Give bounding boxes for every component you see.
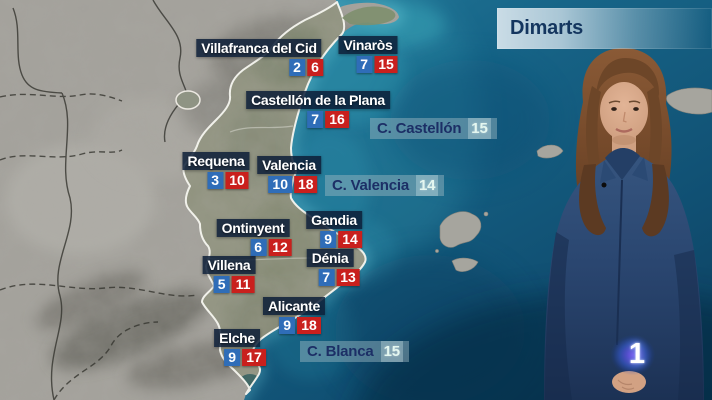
- city-label-denia: Dénia 7 13: [306, 249, 360, 286]
- city-label-alicante: Alicante 9 18: [262, 297, 326, 334]
- max-temp: 12: [268, 239, 292, 256]
- city-name: Dénia: [306, 249, 354, 267]
- city-temps: 9 17: [222, 349, 268, 366]
- day-label: Dimarts: [510, 17, 584, 39]
- city-label-valencia: Valencia 10 18: [257, 156, 321, 193]
- min-temp: 9: [320, 231, 337, 248]
- city-name: Villafranca del Cid: [196, 39, 322, 57]
- city-label-ontinyent: Ontinyent 6 12: [216, 219, 292, 256]
- min-temp: 7: [318, 269, 335, 286]
- city-name: Requena: [182, 152, 250, 170]
- max-temp: 16: [325, 111, 349, 128]
- city-label-vinaros: Vinaròs 7 15: [338, 36, 398, 73]
- presenter-mouth: [615, 127, 633, 133]
- province-borders: [0, 0, 199, 400]
- city-temps: 7 15: [348, 56, 407, 73]
- city-name: Gandia: [306, 211, 362, 229]
- enclave-outline: [175, 90, 201, 110]
- lapel-mic: [601, 182, 607, 188]
- city-temps: 2 6: [243, 59, 368, 76]
- min-temp: 2: [288, 59, 305, 76]
- sea-name: C. Valencia: [332, 177, 410, 194]
- city-temps: 6 12: [235, 239, 308, 256]
- city-temps: 5 11: [208, 276, 261, 293]
- presenter-face: [600, 82, 648, 140]
- city-label-elche: Elche 9 17: [214, 329, 266, 366]
- sea-value: 15: [468, 118, 491, 139]
- presenter-eye: [633, 107, 639, 111]
- sea-name: C. Castellón: [377, 120, 462, 137]
- min-temp: 9: [279, 317, 296, 334]
- min-temp: 7: [307, 111, 324, 128]
- ebro-delta: [342, 6, 396, 26]
- max-temp: 6: [306, 59, 323, 76]
- channel-logo-digit: 1: [628, 337, 646, 370]
- min-temp: 5: [213, 276, 230, 293]
- min-temp: 9: [224, 349, 241, 366]
- balearic-islands: [435, 87, 712, 272]
- city-label-requena: Requena 3 10: [182, 152, 250, 189]
- city-label-gandia: Gandia 9 14: [306, 211, 362, 248]
- max-temp: 18: [294, 176, 318, 193]
- sea-temp-castellon: C. Castellón 15: [370, 118, 497, 139]
- city-temps: 3 10: [194, 172, 261, 189]
- sea-temp-valencia: C. Valencia 14: [325, 175, 445, 196]
- island-ibiza: [439, 211, 482, 248]
- day-header-bar: Dimarts: [497, 8, 712, 49]
- presenter-eye: [611, 107, 617, 111]
- max-temp: 14: [338, 231, 362, 248]
- max-temp: 18: [297, 317, 321, 334]
- sea-value: 15: [380, 341, 403, 362]
- city-temps: 10 18: [261, 176, 325, 193]
- city-label-villena: Villena 5 11: [202, 256, 256, 293]
- max-temp: 13: [336, 269, 360, 286]
- min-temp: 10: [268, 176, 292, 193]
- channel-logo: 1: [611, 329, 663, 379]
- max-temp: 15: [374, 56, 398, 73]
- min-temp: 3: [207, 172, 224, 189]
- city-temps: 7 16: [256, 111, 400, 128]
- max-temp: 11: [231, 276, 255, 293]
- min-temp: 7: [356, 56, 373, 73]
- max-temp: 17: [242, 349, 266, 366]
- city-name: Elche: [214, 329, 260, 347]
- max-temp: 10: [225, 172, 249, 189]
- city-label-castellon: Castellón de la Plana 7 16: [246, 91, 390, 128]
- sea-value: 14: [416, 175, 439, 196]
- sea-name: C. Blanca: [307, 343, 374, 360]
- min-temp: 6: [250, 239, 267, 256]
- city-name: Valencia: [257, 156, 321, 174]
- sea-temp-blanca: C. Blanca 15: [300, 341, 409, 362]
- city-temps: 9 18: [269, 317, 331, 334]
- city-temps: 9 14: [313, 231, 369, 248]
- city-name: Villena: [202, 256, 256, 274]
- city-name: Vinaròs: [338, 36, 398, 54]
- island-menorca: [666, 87, 712, 115]
- island-formentera: [451, 257, 479, 272]
- city-name: Ontinyent: [216, 219, 290, 237]
- city-label-villafranca: Villafranca del Cid 2 6: [196, 39, 323, 76]
- island-mallorca-tip: [536, 144, 564, 159]
- city-name: Alicante: [262, 297, 326, 315]
- city-temps: 7 13: [316, 269, 363, 286]
- city-name: Castellón de la Plana: [246, 91, 390, 109]
